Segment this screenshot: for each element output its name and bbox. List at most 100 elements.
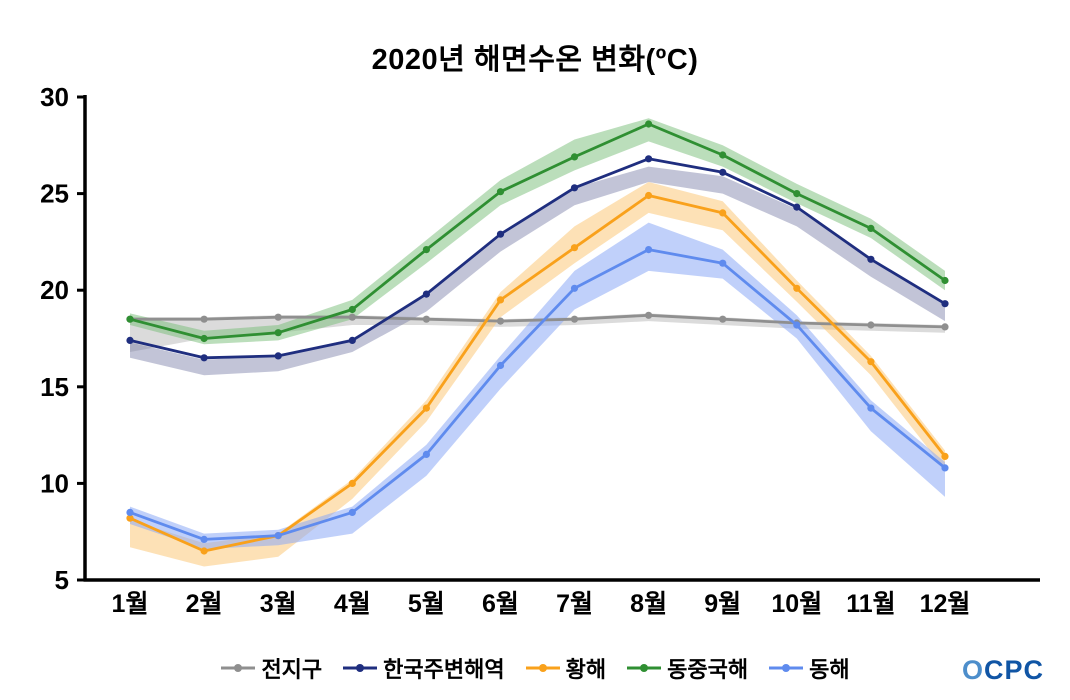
legend-item-1: 한국주변해역	[342, 652, 505, 684]
series-4-point-6	[570, 284, 579, 292]
x-tick-label: 6월	[482, 590, 519, 618]
series-2-point-1	[200, 547, 208, 555]
legend-item-0: 전지구	[220, 652, 322, 684]
series-4-point-5	[496, 361, 505, 370]
series-4-point-8	[719, 259, 727, 267]
legend-item-4: 동해	[768, 652, 850, 684]
series-2-point-4	[422, 404, 430, 412]
series-1-point-2	[274, 352, 282, 360]
series-line-1	[128, 157, 947, 360]
x-tick-label: 2월	[186, 590, 223, 618]
y-tick-label: 20	[40, 275, 69, 305]
series-1-point-7	[645, 155, 653, 163]
series-1-point-10	[867, 255, 875, 263]
y-tick-label: 30	[40, 82, 69, 112]
legend-marker-icon	[627, 664, 662, 672]
x-tick-label: 3월	[260, 590, 297, 618]
y-tick-label: 5	[55, 565, 69, 595]
legend-marker-icon	[343, 664, 378, 672]
series-3-point-0	[126, 315, 134, 323]
series-line-0	[128, 313, 947, 329]
legend-item-2: 황해	[525, 652, 606, 684]
series-0-point-5	[496, 317, 505, 325]
series-4-point-11	[941, 464, 949, 472]
x-tick-label: 7월	[556, 590, 593, 618]
series-2-point-9	[793, 284, 801, 292]
series-4-point-7	[645, 246, 653, 254]
series-1-point-1	[200, 354, 208, 362]
x-tick-label: 1월	[112, 590, 149, 618]
series-1-point-0	[126, 336, 134, 344]
series-4-point-10	[867, 404, 875, 412]
legend-label: 황해	[565, 657, 607, 682]
series-1-point-5	[496, 230, 505, 238]
series-3-point-11	[941, 276, 949, 285]
series-4-point-3	[348, 508, 356, 516]
series-line-3	[128, 122, 947, 340]
series-1-point-8	[719, 168, 727, 176]
series-0-point-10	[867, 321, 875, 329]
series-1-point-4	[422, 290, 430, 298]
series-1-point-3	[348, 336, 356, 344]
series-4-point-4	[422, 450, 430, 458]
legend: 전지구 한국주변해역 황해 동중국해 동해	[0, 652, 1070, 684]
series-0-point-2	[274, 313, 282, 321]
series-2-point-8	[719, 209, 727, 217]
y-tick-label: 10	[40, 468, 69, 498]
series-3-point-7	[645, 120, 653, 128]
series-3-point-4	[422, 246, 430, 254]
legend-label: 동해	[809, 657, 850, 682]
series-1-point-11	[941, 300, 949, 308]
x-tick-label: 8월	[630, 590, 667, 618]
x-tick-label: 10월	[771, 590, 822, 618]
series-3-point-3	[348, 305, 356, 314]
legend-marker-icon	[525, 664, 560, 672]
legend-label: 전지구	[261, 657, 323, 682]
series-2-point-6	[570, 244, 579, 252]
x-tick-label: 4월	[334, 590, 371, 618]
series-3-point-9	[793, 190, 801, 198]
series-0-point-8	[719, 315, 727, 323]
series-3-point-6	[570, 153, 579, 161]
series-2-point-0	[126, 514, 134, 522]
series-3-point-5	[496, 188, 505, 196]
series-4-point-2	[274, 532, 282, 540]
series-line-4	[128, 248, 947, 541]
legend-marker-icon	[221, 664, 256, 672]
series-3-point-1	[200, 334, 208, 343]
x-tick-label: 5월	[408, 590, 445, 618]
x-tick-label: 9월	[704, 590, 741, 618]
series-1-point-9	[793, 203, 801, 211]
x-tick-label: 12월	[920, 590, 971, 618]
series-0-point-3	[348, 313, 356, 321]
legend-item-3: 동중국해	[626, 652, 748, 684]
series-3-point-10	[867, 224, 875, 232]
series-2-point-7	[645, 191, 653, 200]
series-2-point-3	[348, 479, 356, 487]
series-band-3	[130, 118, 945, 345]
series-0-point-6	[570, 315, 579, 323]
series-0-point-7	[645, 311, 653, 319]
series-2-point-5	[496, 296, 505, 304]
x-tick-label: 11월	[846, 590, 895, 618]
series-4-point-0	[126, 508, 134, 516]
series-4-point-9	[793, 321, 801, 329]
series-0-point-11	[941, 323, 949, 331]
legend-marker-icon	[769, 664, 804, 672]
series-0-point-4	[422, 315, 430, 323]
chart-title: 2020년 해면수온 변화(ºC)	[371, 44, 699, 76]
series-2-point-11	[941, 452, 949, 460]
y-tick-label: 15	[40, 372, 69, 402]
legend-label: 동중국해	[667, 657, 749, 682]
series-line-2	[128, 194, 947, 553]
series-4-point-1	[200, 535, 208, 544]
series-3-point-2	[274, 329, 282, 337]
series-2-point-10	[867, 358, 875, 366]
series-1-point-6	[570, 184, 579, 192]
series-3-point-8	[719, 151, 727, 159]
ocpc-logo: OCPC	[961, 655, 1044, 685]
series-0-point-1	[200, 315, 208, 323]
legend-label: 한국주변해역	[383, 657, 505, 682]
